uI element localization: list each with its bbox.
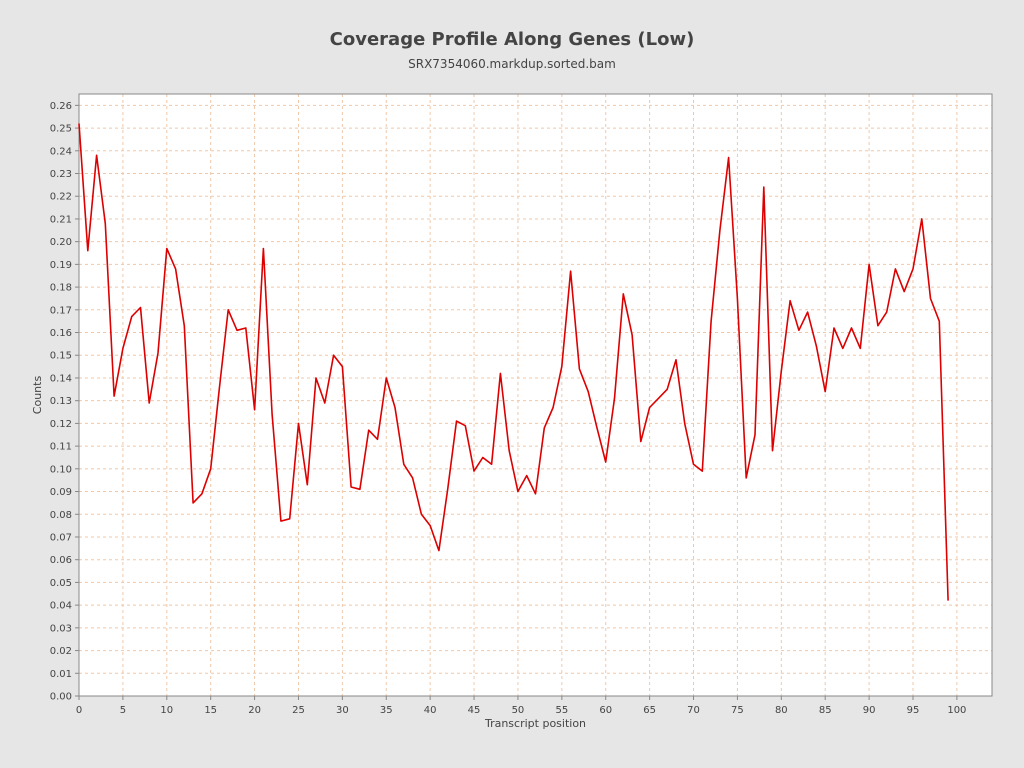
y-tick-label: 0.01 (50, 669, 72, 680)
x-tick-label: 70 (687, 705, 700, 716)
x-tick-label: 90 (863, 705, 876, 716)
plot-border (78, 93, 993, 697)
y-tick-label: 0.10 (50, 464, 72, 475)
y-tick-label: 0.04 (50, 601, 72, 612)
chart-title: Coverage Profile Along Genes (Low) (329, 29, 695, 50)
y-tick-label: 0.26 (50, 101, 72, 112)
series-layer (78, 123, 949, 601)
y-tick-label: 0.08 (50, 510, 72, 521)
axes: 0.00 0.01 0.02 0.03 0.04 0.05 0.06 0.07 0.08 0.09… (50, 93, 993, 716)
y-tick-label: 0.23 (50, 169, 72, 180)
x-tick-label: 45 (468, 705, 481, 716)
x-tick-label: 35 (380, 705, 393, 716)
x-tick-label: 80 (775, 705, 788, 716)
x-tick-label: 30 (336, 705, 349, 716)
y-tick-label: 0.14 (50, 373, 72, 384)
y-tick-label: 0.09 (50, 487, 72, 498)
y-tick-label: 0.06 (50, 555, 72, 566)
x-tick-label: 100 (947, 705, 966, 716)
y-tick-label: 0.05 (50, 578, 72, 589)
chart-subtitle: SRX7354060.markdup.sorted.bam (408, 57, 616, 71)
x-tick-label: 75 (731, 705, 744, 716)
x-tick-label: 60 (599, 705, 612, 716)
y-tick-label: 0.24 (50, 146, 72, 157)
x-tick-label: 0 (76, 705, 82, 716)
y-tick-label: 0.20 (50, 237, 72, 248)
x-tick-label: 65 (643, 705, 656, 716)
y-tick-label: 0.03 (50, 623, 72, 634)
y-tick-label: 0.02 (50, 646, 72, 657)
y-tick-label: 0.12 (50, 419, 72, 430)
x-tick-label: 10 (160, 705, 173, 716)
series-line (78, 123, 949, 601)
x-tick-label: 15 (204, 705, 217, 716)
x-tick-label: 20 (248, 705, 261, 716)
y-tick-label: 0.18 (50, 283, 72, 294)
y-axis-title: Counts (31, 376, 44, 415)
y-tick-label: 0.22 (50, 192, 72, 203)
y-tick-label: 0.13 (50, 396, 72, 407)
y-tick-label: 0.00 (50, 692, 72, 703)
grid (78, 94, 992, 697)
plot-area (78, 93, 993, 697)
x-tick-label: 55 (555, 705, 568, 716)
x-tick-label: 50 (512, 705, 525, 716)
y-tick-label: 0.25 (50, 124, 72, 135)
y-tick-label: 0.21 (50, 214, 72, 225)
y-tick-label: 0.16 (50, 328, 72, 339)
x-tick-label: 25 (292, 705, 305, 716)
y-tick-label: 0.19 (50, 260, 72, 271)
x-axis-title: Transcript position (484, 717, 586, 730)
x-tick-label: 5 (120, 705, 126, 716)
x-tick-label: 95 (907, 705, 920, 716)
x-tick-label: 85 (819, 705, 832, 716)
y-tick-label: 0.07 (50, 532, 72, 543)
y-tick-label: 0.15 (50, 351, 72, 362)
x-tick-label: 40 (424, 705, 437, 716)
y-tick-label: 0.17 (50, 305, 72, 316)
y-tick-label: 0.11 (50, 442, 72, 453)
